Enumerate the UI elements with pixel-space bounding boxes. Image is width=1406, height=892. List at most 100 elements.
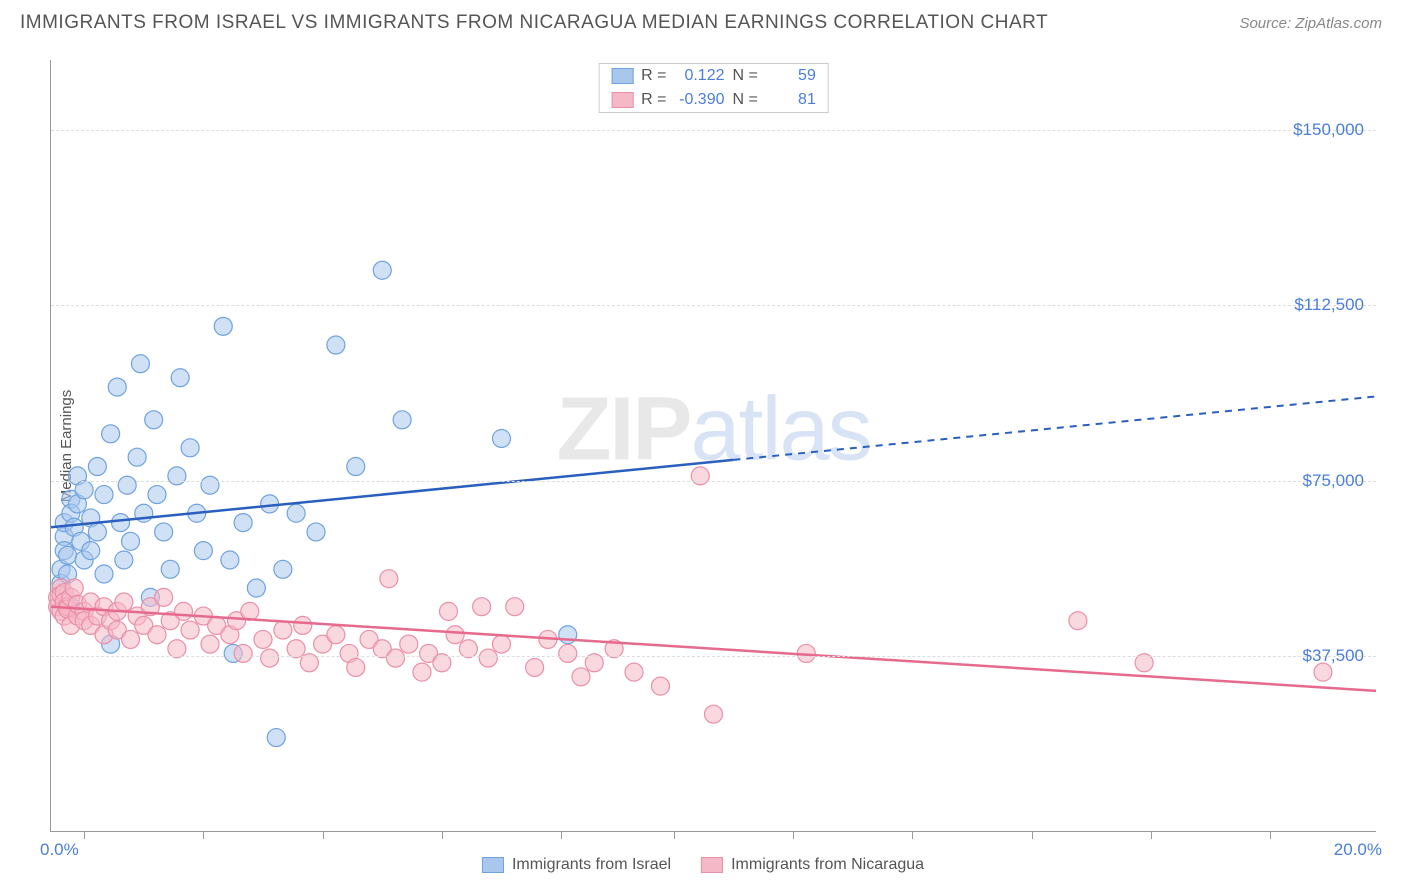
data-point: [267, 729, 285, 747]
data-point: [221, 551, 239, 569]
data-point: [161, 560, 179, 578]
x-tick: [561, 831, 562, 839]
data-point: [95, 486, 113, 504]
data-point: [625, 663, 643, 681]
data-point: [181, 439, 199, 457]
legend-item-israel: Immigrants from Israel: [482, 856, 671, 874]
data-point: [95, 565, 113, 583]
data-point: [115, 593, 133, 611]
data-point: [380, 570, 398, 588]
data-point: [155, 523, 173, 541]
data-point: [82, 542, 100, 560]
data-point: [112, 514, 130, 532]
data-point: [148, 626, 166, 644]
data-point: [274, 621, 292, 639]
chart-plot-area: ZIPatlas R = 0.122 N = 59 R = -0.390 N =…: [50, 60, 1376, 832]
y-tick-label: $150,000: [1293, 120, 1364, 140]
gridline: [51, 305, 1376, 306]
scatter-svg: [51, 60, 1376, 831]
data-point: [214, 317, 232, 335]
data-point: [247, 579, 265, 597]
data-point: [400, 635, 418, 653]
data-point: [347, 658, 365, 676]
data-point: [108, 378, 126, 396]
data-point: [705, 705, 723, 723]
data-point: [307, 523, 325, 541]
data-point: [201, 635, 219, 653]
data-point: [131, 355, 149, 373]
data-point: [75, 481, 93, 499]
data-point: [181, 621, 199, 639]
swatch-israel-icon: [482, 857, 504, 873]
trend-line-dashed: [733, 396, 1376, 459]
data-point: [652, 677, 670, 695]
data-point: [128, 448, 146, 466]
data-point: [65, 579, 83, 597]
data-point: [506, 598, 524, 616]
x-tick: [1151, 831, 1152, 839]
data-point: [122, 630, 140, 648]
data-point: [479, 649, 497, 667]
data-point: [572, 668, 590, 686]
data-point: [201, 476, 219, 494]
data-point: [88, 458, 106, 476]
source-label: Source: ZipAtlas.com: [1239, 15, 1382, 32]
data-point: [254, 630, 272, 648]
data-point: [59, 546, 77, 564]
x-tick: [1270, 831, 1271, 839]
data-point: [446, 626, 464, 644]
data-point: [327, 626, 345, 644]
data-point: [194, 542, 212, 560]
x-tick: [442, 831, 443, 839]
x-tick: [674, 831, 675, 839]
data-point: [493, 635, 511, 653]
data-point: [171, 369, 189, 387]
data-point: [145, 411, 163, 429]
x-tick: [1032, 831, 1033, 839]
data-point: [387, 649, 405, 667]
data-point: [118, 476, 136, 494]
data-point: [148, 486, 166, 504]
data-point: [88, 523, 106, 541]
data-point: [473, 598, 491, 616]
x-tick: [793, 831, 794, 839]
gridline: [51, 656, 1376, 657]
x-min-label: 0.0%: [40, 840, 79, 860]
chart-title: IMMIGRANTS FROM ISRAEL VS IMMIGRANTS FRO…: [20, 12, 1048, 34]
series-legend: Immigrants from Israel Immigrants from N…: [482, 856, 924, 874]
x-tick: [323, 831, 324, 839]
data-point: [347, 458, 365, 476]
data-point: [102, 425, 120, 443]
data-point: [413, 663, 431, 681]
gridline: [51, 130, 1376, 131]
data-point: [294, 616, 312, 634]
x-tick: [912, 831, 913, 839]
swatch-nicaragua-icon: [701, 857, 723, 873]
data-point: [440, 602, 458, 620]
data-point: [175, 602, 193, 620]
x-tick: [84, 831, 85, 839]
data-point: [373, 261, 391, 279]
data-point: [168, 467, 186, 485]
x-tick: [203, 831, 204, 839]
data-point: [261, 649, 279, 667]
data-point: [122, 532, 140, 550]
y-tick-label: $37,500: [1303, 646, 1364, 666]
data-point: [1069, 612, 1087, 630]
gridline: [51, 481, 1376, 482]
data-point: [115, 551, 133, 569]
data-point: [691, 467, 709, 485]
data-point: [493, 429, 511, 447]
data-point: [1314, 663, 1332, 681]
data-point: [155, 588, 173, 606]
data-point: [559, 644, 577, 662]
x-max-label: 20.0%: [1334, 840, 1382, 860]
legend-item-nicaragua: Immigrants from Nicaragua: [701, 856, 924, 874]
data-point: [327, 336, 345, 354]
y-tick-label: $75,000: [1303, 471, 1364, 491]
data-point: [526, 658, 544, 676]
data-point: [234, 514, 252, 532]
data-point: [287, 504, 305, 522]
data-point: [393, 411, 411, 429]
y-tick-label: $112,500: [1294, 295, 1364, 315]
